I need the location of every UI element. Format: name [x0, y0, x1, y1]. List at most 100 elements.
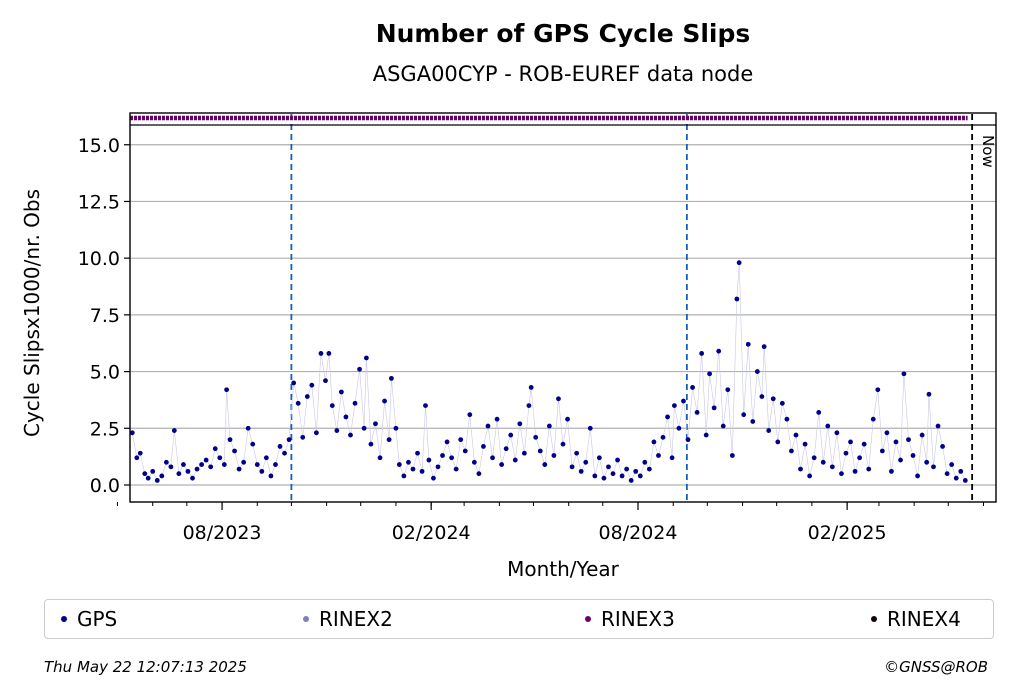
gps-point — [232, 448, 237, 454]
gps-point — [508, 432, 514, 438]
gps-point — [889, 468, 894, 474]
grid-lines — [130, 144, 996, 486]
gps-point — [569, 464, 575, 470]
gps-point — [592, 473, 598, 479]
gps-point — [656, 453, 661, 458]
vertical-markers: Now — [290, 114, 997, 502]
gps-point — [707, 371, 713, 377]
gps-point — [671, 403, 677, 409]
now-label: Now — [979, 135, 997, 168]
gps-point — [784, 416, 790, 422]
gps-point — [870, 416, 876, 422]
gps-point — [711, 405, 717, 411]
gps-point — [449, 455, 455, 461]
gps-point — [471, 459, 477, 465]
x-axis-ticks: 08/2023 02/2024 08/2024 02/2025 — [116, 502, 984, 544]
gps-point — [852, 468, 858, 474]
x-tick-label: 08/2024 — [599, 522, 678, 544]
legend-marker-rinex4 — [871, 615, 877, 622]
gps-point — [884, 430, 890, 436]
gps-point — [829, 464, 835, 470]
gps-point — [633, 468, 639, 474]
gps-point — [596, 455, 602, 461]
gps-point — [528, 385, 534, 390]
legend-item-rinex3: RINEX3 — [585, 607, 675, 631]
gps-point — [490, 455, 495, 461]
gps-point — [720, 423, 726, 429]
gps-point — [610, 471, 616, 477]
gps-point — [245, 425, 251, 431]
gps-point — [185, 468, 191, 474]
gps-point — [560, 441, 566, 447]
gps-point — [866, 466, 872, 472]
gps-point — [145, 475, 151, 481]
gps-point — [357, 366, 362, 372]
chart-subtitle: ASGA00CYP - ROB-EUREF data node — [373, 62, 754, 86]
gps-point — [619, 473, 625, 479]
gps-point — [159, 473, 165, 479]
legend-label-rinex2: RINEX2 — [319, 607, 393, 631]
gps-point — [879, 448, 885, 454]
gps-point — [526, 403, 532, 409]
gps-point — [273, 462, 278, 467]
gps-point — [453, 466, 459, 472]
gps-point — [766, 428, 772, 433]
gps-point — [277, 444, 283, 449]
x-tick-label: 02/2025 — [808, 522, 887, 544]
gps-point — [637, 473, 643, 479]
legend-item-rinex4: RINEX4 — [871, 607, 961, 631]
gps-point — [373, 421, 378, 427]
y-tick-label: 2.5 — [90, 418, 120, 440]
gps-point — [419, 468, 425, 474]
y-tick-label: 7.5 — [90, 305, 120, 327]
y-axis-ticks: 0.0 2.5 5.0 7.5 10.0 12.5 15.0 — [78, 135, 130, 497]
gps-point — [176, 471, 182, 477]
gps-point — [779, 400, 785, 406]
gps-point — [181, 462, 186, 467]
legend-marker-gps — [61, 615, 67, 622]
gps-point — [690, 385, 695, 390]
gps-point — [163, 459, 169, 465]
gps-point — [642, 459, 648, 465]
gps-point — [250, 441, 256, 447]
gps-point — [660, 434, 666, 440]
footer-copyright: ©GNSS@ROB — [884, 658, 988, 676]
gps-point — [499, 462, 505, 467]
gps-point — [129, 430, 135, 436]
y-tick-label: 0.0 — [90, 475, 120, 497]
gps-point — [291, 380, 297, 386]
gps-point — [286, 437, 292, 443]
gps-point — [236, 466, 242, 472]
gps-point — [703, 432, 709, 438]
gps-point — [494, 416, 500, 422]
gps-point — [734, 296, 740, 302]
gps-point — [396, 462, 402, 467]
gps-point — [217, 455, 223, 461]
gps-point — [811, 455, 817, 461]
gps-point — [962, 478, 968, 483]
gps-point — [816, 410, 822, 415]
gps-point — [919, 432, 925, 438]
legend-item-gps: GPS — [61, 607, 117, 631]
gps-point — [848, 439, 853, 445]
gps-point — [323, 378, 328, 384]
gps-point — [574, 450, 580, 456]
legend-label-rinex4: RINEX4 — [887, 607, 961, 631]
gps-point — [651, 439, 657, 445]
gps-point — [254, 462, 260, 467]
gps-point — [462, 448, 468, 454]
gps-point — [615, 457, 620, 463]
gps-point — [565, 416, 570, 422]
gps-point — [750, 419, 756, 424]
gps-point — [388, 375, 394, 381]
gps-point — [583, 459, 589, 465]
gps-point — [556, 396, 561, 402]
gps-point — [435, 464, 441, 470]
gps-point — [440, 453, 445, 458]
gps-point — [199, 462, 204, 467]
gps-point — [295, 400, 301, 406]
gps-point — [458, 437, 464, 443]
gps-point — [761, 344, 767, 350]
gps-point — [949, 462, 955, 467]
gps-point — [348, 432, 353, 438]
